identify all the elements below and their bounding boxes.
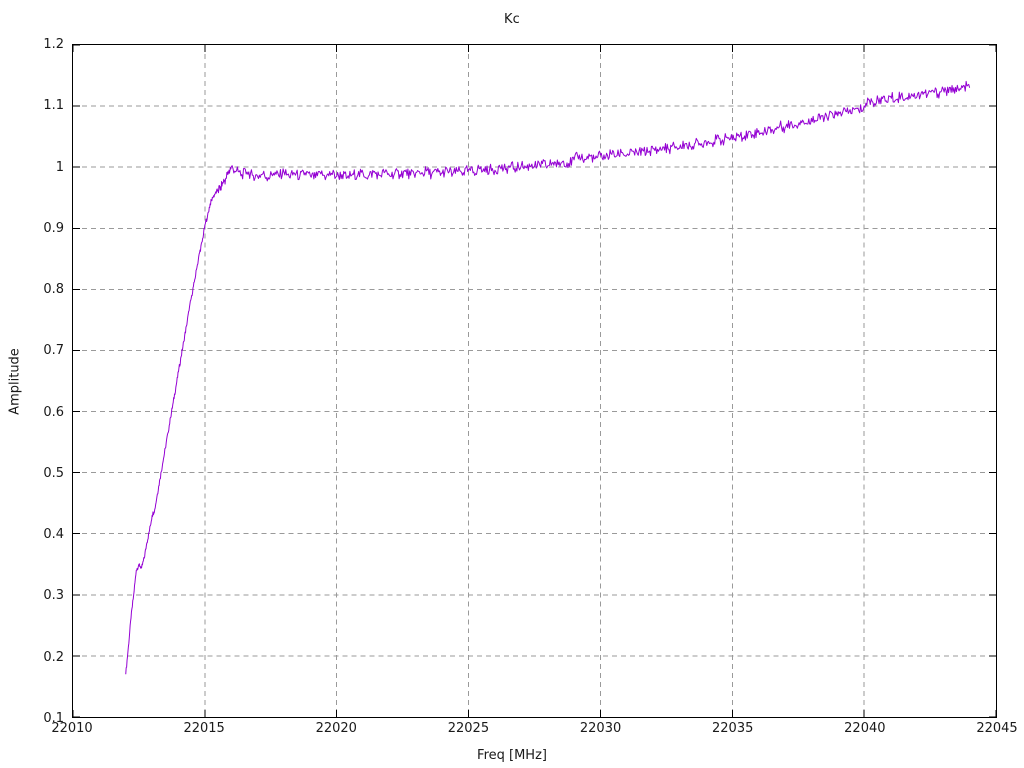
plot-area: [72, 44, 997, 718]
x-tick-label: 22015: [183, 721, 225, 736]
x-tick-label: 22030: [579, 721, 622, 736]
y-tick-label: 0.9: [43, 220, 64, 236]
chart-title: Kc: [503, 12, 521, 27]
y-tick-label: 0.6: [43, 404, 64, 420]
axis-ticks: [72, 44, 997, 718]
y-tick-label: 1: [55, 159, 64, 175]
x-tick-label: 22035: [712, 721, 754, 736]
x-tick-label: 22020: [315, 721, 357, 736]
y-tick-label: 1.1: [43, 98, 64, 114]
y-tick-label: 0.5: [43, 465, 64, 481]
x-tick-label: 22040: [844, 721, 886, 736]
y-tick-label: 0.4: [43, 527, 64, 543]
y-tick-label: 0.1: [43, 711, 64, 726]
data-series-kc: [125, 80, 971, 675]
x-axis-title: Freq [MHz]: [477, 748, 547, 763]
x-tick-label: 22045: [976, 721, 1018, 736]
y-axis-tick-labels: 0.1 0.2 0.3 0.4 0.5 0.6 0.7 0.8 0.9 1 1.1 1.2: [0, 0, 64, 768]
x-tick-label: 22010: [51, 721, 93, 736]
x-tick-label: 22025: [447, 721, 490, 736]
gridlines: [73, 45, 996, 717]
y-tick-label: 0.2: [43, 649, 64, 665]
data-line-kc: [125, 80, 971, 675]
y-tick-label: 0.8: [43, 282, 64, 298]
y-axis-title: Amplitude: [7, 348, 23, 415]
y-tick-label: 0.3: [43, 588, 64, 604]
y-tick-label: 0.7: [43, 343, 64, 359]
y-tick-label: 1.2: [43, 37, 64, 52]
